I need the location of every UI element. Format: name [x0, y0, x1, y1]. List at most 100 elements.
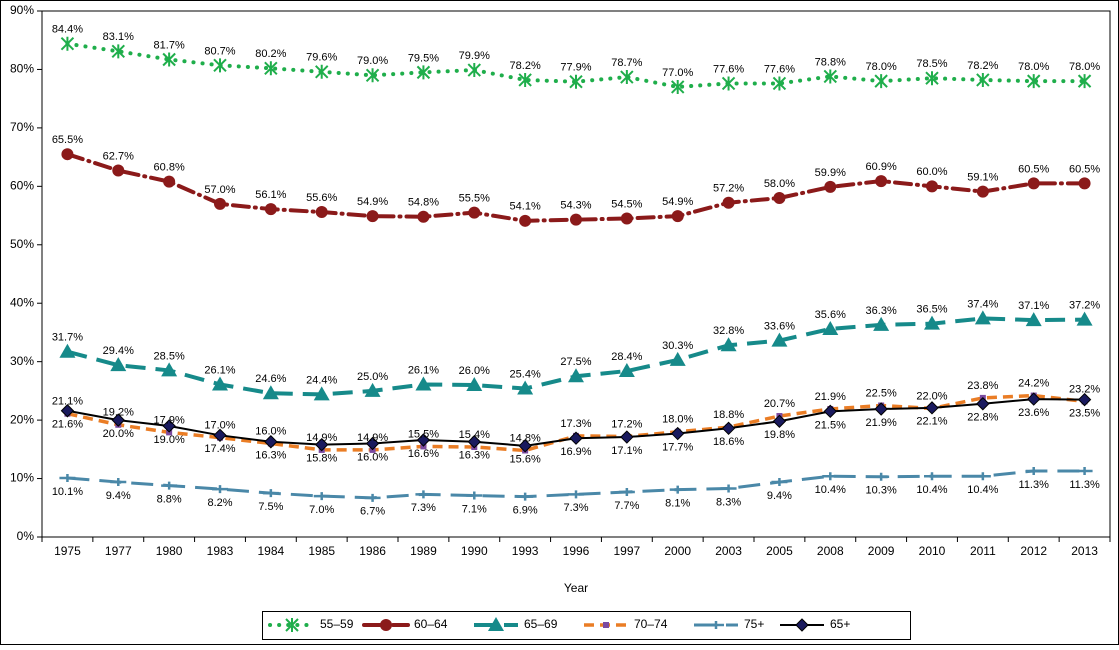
- marker: [467, 435, 481, 449]
- marker: [795, 618, 809, 632]
- marker: [163, 175, 176, 188]
- marker: [1027, 392, 1041, 406]
- legend-item: 70–74: [584, 617, 668, 631]
- marker: [59, 343, 76, 358]
- data-label: 21.5%: [815, 419, 846, 431]
- series-line: [67, 469, 1085, 500]
- marker: [466, 491, 483, 500]
- marker: [60, 404, 75, 418]
- marker: [823, 69, 837, 84]
- data-label: 15.6%: [510, 454, 541, 466]
- data-label: 9.4%: [767, 490, 792, 502]
- marker: [517, 492, 534, 501]
- x-tick-label: 1984: [258, 544, 285, 558]
- marker: [773, 192, 786, 205]
- marker: [772, 414, 787, 428]
- marker: [264, 61, 278, 76]
- x-tick-label: 2011: [970, 544, 996, 558]
- marker: [264, 435, 278, 449]
- data-label: 24.2%: [1018, 377, 1049, 389]
- data-label: 18.0%: [662, 414, 693, 426]
- data-label: 84.4%: [52, 24, 83, 36]
- marker: [161, 362, 178, 377]
- marker: [722, 196, 735, 209]
- data-label: 8.2%: [207, 497, 232, 509]
- marker: [315, 437, 329, 452]
- series-line: [65, 152, 1087, 223]
- data-label: 80.7%: [204, 45, 235, 57]
- legend-item: 60–64: [362, 617, 448, 631]
- marker: [874, 402, 888, 416]
- marker: [519, 214, 532, 227]
- data-label: 14.8%: [510, 432, 541, 444]
- marker: [110, 357, 127, 372]
- marker: [671, 426, 685, 441]
- marker: [925, 71, 939, 86]
- x-tick-label: 1989: [410, 544, 437, 558]
- marker: [1025, 466, 1042, 475]
- data-label: 83.1%: [103, 31, 134, 43]
- marker: [568, 368, 584, 383]
- data-label: 18.6%: [713, 436, 744, 448]
- data-label: 17.2%: [611, 418, 642, 430]
- data-label: 33.6%: [764, 321, 795, 333]
- data-label: 77.6%: [713, 63, 744, 75]
- data-label: 11.3%: [1019, 479, 1050, 491]
- marker: [366, 210, 379, 223]
- marker: [669, 351, 686, 366]
- plot-area: [41, 10, 1111, 538]
- data-label: 7.0%: [309, 504, 334, 516]
- data-label: 78.0%: [866, 61, 897, 73]
- data-label: 15.4%: [459, 429, 490, 441]
- marker: [262, 489, 279, 498]
- data-label: 78.7%: [611, 57, 642, 69]
- data-label: 77.6%: [764, 63, 795, 75]
- data-label: 60.5%: [1069, 163, 1100, 175]
- marker: [671, 79, 685, 94]
- x-tick-label: 1996: [563, 544, 590, 558]
- x-tick-label: 2008: [817, 544, 844, 558]
- data-label: 10.4%: [815, 484, 846, 496]
- data-label: 23.2%: [1069, 383, 1100, 395]
- data-label: 37.1%: [1018, 300, 1049, 312]
- data-label: 26.1%: [408, 364, 439, 376]
- marker: [823, 404, 837, 419]
- y-tick-label: 10%: [10, 471, 34, 485]
- data-label: 21.9%: [815, 391, 846, 403]
- data-label: 10.4%: [967, 484, 998, 496]
- data-label: 54.8%: [408, 197, 439, 209]
- data-label: 26.1%: [204, 364, 235, 376]
- data-label: 54.1%: [510, 201, 541, 213]
- marker: [285, 618, 299, 632]
- data-label: 7.3%: [563, 502, 588, 514]
- data-label: 78.8%: [815, 56, 846, 68]
- marker: [569, 431, 583, 445]
- marker: [1027, 177, 1040, 190]
- data-label: 19.8%: [764, 429, 795, 441]
- marker: [468, 206, 481, 219]
- marker: [569, 74, 583, 89]
- marker: [416, 65, 431, 80]
- data-label: 59.1%: [967, 171, 998, 183]
- data-label: 60.8%: [154, 162, 185, 174]
- data-label: 7.5%: [258, 501, 283, 513]
- x-tick-label: 2013: [1071, 544, 1098, 558]
- x-tick-label: 1986: [359, 544, 386, 558]
- marker: [380, 619, 392, 631]
- data-label: 81.7%: [154, 39, 185, 51]
- marker: [1078, 177, 1091, 190]
- marker: [1077, 74, 1092, 89]
- marker: [873, 316, 890, 331]
- data-label: 17.0%: [204, 420, 235, 432]
- data-label: 8.8%: [157, 493, 182, 505]
- data-label: 17.7%: [662, 441, 693, 453]
- marker: [110, 478, 127, 487]
- marker: [213, 58, 227, 73]
- y-tick-label: 60%: [10, 179, 34, 193]
- marker: [976, 72, 990, 87]
- y-tick-label: 90%: [10, 3, 34, 17]
- data-label: 24.4%: [306, 374, 337, 386]
- marker: [721, 421, 736, 436]
- data-label: 7.3%: [411, 502, 436, 514]
